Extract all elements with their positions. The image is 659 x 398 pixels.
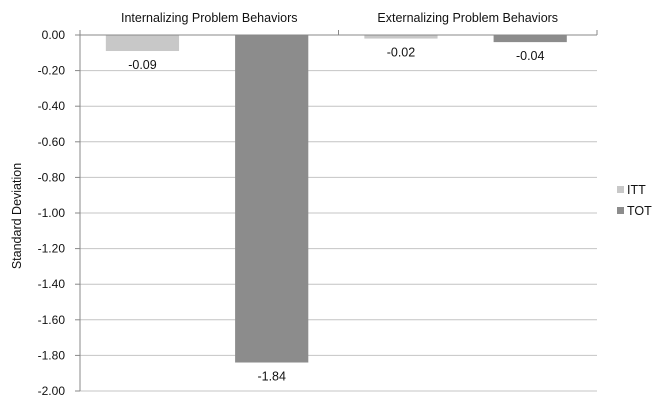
data-label: -0.02	[387, 46, 416, 60]
gridlines	[80, 70, 597, 392]
data-labels: -0.09 -1.84 -0.02 -0.04	[128, 46, 544, 384]
y-tick-label: -1.40	[38, 277, 66, 291]
y-tick-label: 0.00	[42, 28, 66, 42]
y-tick-label: -0.40	[38, 99, 66, 113]
bar-itt	[364, 35, 438, 39]
bar-tot	[235, 35, 309, 363]
data-label: -0.04	[516, 49, 545, 63]
legend-label: ITT	[627, 183, 646, 197]
legend: ITT TOT	[617, 183, 652, 218]
legend-label: TOT	[627, 204, 652, 218]
bar-tot	[493, 35, 567, 43]
y-axis-label: Standard Deviation	[10, 163, 24, 269]
y-tick-label: -0.20	[38, 64, 66, 78]
y-axis-ticks: 0.00 -0.20 -0.40 -0.60 -0.80 -1.00 -1.20 -1.40 -…	[38, 28, 80, 398]
bars	[105, 35, 567, 363]
axes	[79, 30, 598, 391]
y-tick-label: -1.20	[38, 242, 66, 256]
data-label: -0.09	[128, 58, 157, 72]
y-tick-label: -0.60	[38, 135, 66, 149]
category-label: Internalizing Problem Behaviors	[121, 11, 297, 25]
category-label: Externalizing Problem Behaviors	[377, 11, 558, 25]
category-labels: Internalizing Problem Behaviors Externali…	[121, 11, 558, 25]
y-tick-label: -2.00	[38, 384, 66, 398]
data-label: -1.84	[257, 370, 286, 384]
y-tick-label: -1.80	[38, 348, 66, 362]
bar-itt	[105, 35, 180, 52]
legend-swatch-itt	[617, 186, 624, 193]
y-tick-label: -1.60	[38, 313, 66, 327]
y-tick-label: -0.80	[38, 170, 66, 184]
y-tick-label: -1.00	[38, 206, 66, 220]
legend-swatch-tot	[617, 207, 624, 214]
